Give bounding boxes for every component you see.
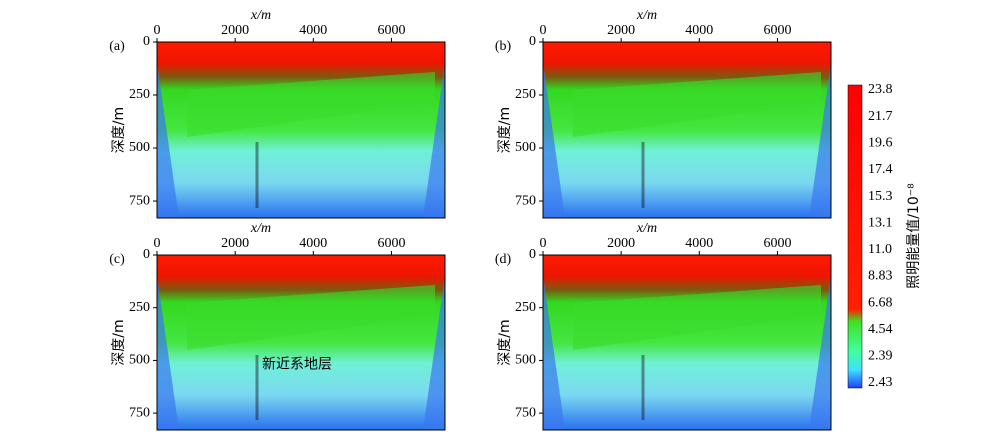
y-tick-label: 750 (515, 193, 536, 208)
colorbar-tick-label: 15.3 (868, 189, 893, 204)
y-axis-label: 深度/m (497, 107, 513, 153)
edge-shadow (543, 275, 565, 430)
y-tick-label: 250 (129, 87, 150, 102)
y-tick-label: 0 (143, 34, 150, 49)
colorbar-label: 照明能量值/10⁻⁸ (906, 183, 922, 289)
edge-shadow (809, 275, 831, 430)
y-tick-label: 0 (143, 247, 150, 262)
edge-shadow (543, 62, 565, 218)
colorbar-tick-label: 21.7 (868, 109, 893, 124)
x-axis-label: x/m (636, 8, 657, 23)
edge-shadow (423, 62, 445, 218)
x-axis-label: x/m (636, 221, 657, 236)
y-tick-label: 0 (529, 34, 536, 49)
green-wedge (573, 72, 821, 137)
colorbar-tick-label: 2.39 (868, 349, 893, 364)
annotation: 新近系地层 (262, 357, 332, 373)
colorbar-tick-label: 2.43 (868, 375, 893, 390)
panel: 0 2000 4000 6000 0 250 500 750 x/m 深度/m (a) (109, 8, 446, 219)
colorbar-tick-label: 11.0 (868, 242, 892, 257)
y-tick-label: 750 (129, 193, 150, 208)
edge-shadow (423, 275, 445, 430)
axes-frame (156, 41, 446, 219)
y-tick-label: 250 (515, 87, 536, 102)
green-wedge (187, 72, 435, 137)
x-tick-label: 2000 (607, 236, 635, 251)
x-tick-label: 6000 (377, 23, 405, 38)
colorbar-tick-label: 17.4 (868, 162, 893, 177)
axes-frame (542, 41, 832, 219)
y-tick-label: 750 (129, 405, 150, 420)
green-wedge (573, 285, 821, 350)
x-tick-label: 6000 (377, 236, 405, 251)
panel-label: (a) (109, 39, 125, 54)
y-tick-label: 250 (515, 300, 536, 315)
x-tick-label: 4000 (299, 236, 327, 251)
colorbar-tick-label: 8.83 (868, 269, 893, 284)
green-wedge (187, 285, 435, 350)
x-tick-label: 2000 (607, 23, 635, 38)
y-tick-label: 500 (515, 353, 536, 368)
x-tick-label: 6000 (763, 23, 791, 38)
y-tick-label: 0 (529, 247, 536, 262)
x-tick-label: 4000 (685, 236, 713, 251)
panel: 0 2000 4000 6000 0 250 500 750 x/m 深度/m (d) (495, 221, 832, 431)
y-axis-label: 深度/m (111, 319, 127, 365)
x-tick-label: 0 (154, 236, 161, 251)
axes-frame (542, 254, 832, 431)
colorbar-tick-label: 19.6 (868, 135, 893, 150)
y-tick-label: 500 (515, 140, 536, 155)
y-axis-label: 深度/m (111, 107, 127, 153)
panel-label: (b) (495, 39, 512, 54)
y-axis-label: 深度/m (497, 319, 513, 365)
x-tick-label: 0 (154, 23, 161, 38)
x-tick-label: 2000 (221, 236, 249, 251)
y-tick-label: 500 (129, 353, 150, 368)
x-tick-label: 4000 (299, 23, 327, 38)
x-tick-label: 6000 (763, 236, 791, 251)
colorbar-tick-label: 13.1 (868, 215, 893, 230)
colorbar-tick-label: 4.54 (868, 322, 893, 337)
y-tick-label: 250 (129, 300, 150, 315)
x-axis-label: x/m (250, 221, 271, 236)
x-tick-label: 2000 (221, 23, 249, 38)
y-tick-label: 750 (515, 405, 536, 420)
x-axis-label: x/m (250, 8, 271, 23)
colorbar-tick-label: 6.68 (868, 295, 893, 310)
x-tick-label: 0 (540, 236, 547, 251)
colorbar (847, 84, 863, 389)
edge-shadow (157, 275, 179, 430)
axes-frame (156, 254, 446, 431)
panel: 0 2000 4000 6000 0 250 500 750 x/m 深度/m (c) 新近系地层 (109, 221, 446, 431)
x-tick-label: 0 (540, 23, 547, 38)
panel-label: (d) (495, 252, 512, 267)
panel: 0 2000 4000 6000 0 250 500 750 x/m 深度/m (b) (495, 8, 832, 219)
colorbar-tick-label: 23.8 (868, 82, 893, 97)
x-tick-label: 4000 (685, 23, 713, 38)
panel-label: (c) (109, 252, 125, 267)
edge-shadow (157, 62, 179, 218)
y-tick-label: 500 (129, 140, 150, 155)
edge-shadow (809, 62, 831, 218)
